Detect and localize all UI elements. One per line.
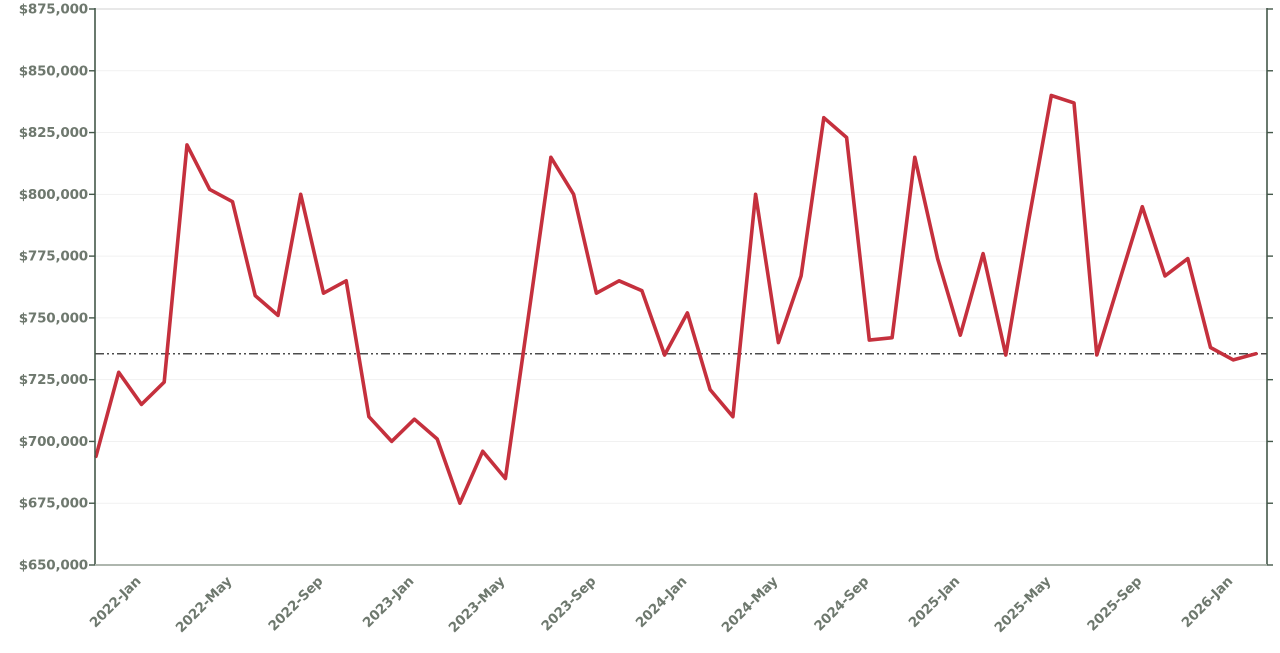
x-axis-tick-label: 2024-May [719, 573, 782, 636]
y-axis-tick-label: $800,000 [19, 187, 88, 203]
x-axis-tick-label: 2023-Jan [360, 574, 418, 632]
x-axis-tick-label: 2025-Jan [906, 574, 964, 632]
x-axis-tick-label: 2024-Jan [633, 574, 691, 632]
x-axis-tick-label: 2022-Sep [265, 573, 326, 634]
y-axis-tick-label: $750,000 [19, 310, 88, 326]
y-axis-tick-label: $850,000 [19, 63, 88, 79]
x-axis-tick-label: 2023-May [446, 573, 509, 636]
y-axis-tick-label: $650,000 [19, 558, 88, 574]
x-axis-tick-label: 2022-Jan [87, 574, 145, 632]
y-axis-tick-label: $675,000 [19, 496, 88, 512]
x-axis-tick-label: 2026-Jan [1179, 574, 1237, 632]
price-line [94, 93, 1258, 505]
x-axis-tick-label: 2022-May [173, 573, 236, 636]
y-axis-tick-label: $775,000 [19, 249, 88, 265]
y-axis-tick-label: $725,000 [19, 372, 88, 388]
y-axis-tick-label: $825,000 [19, 125, 88, 141]
x-axis-tick-label: 2024-Sep [811, 573, 872, 634]
x-axis-tick-label: 2025-May [992, 573, 1055, 636]
y-axis-tick-label: $700,000 [19, 434, 88, 450]
x-axis-tick-label: 2025-Sep [1084, 573, 1145, 634]
x-axis-tick-label: 2023-Sep [538, 573, 599, 634]
y-axis-tick-label: $875,000 [19, 2, 88, 18]
